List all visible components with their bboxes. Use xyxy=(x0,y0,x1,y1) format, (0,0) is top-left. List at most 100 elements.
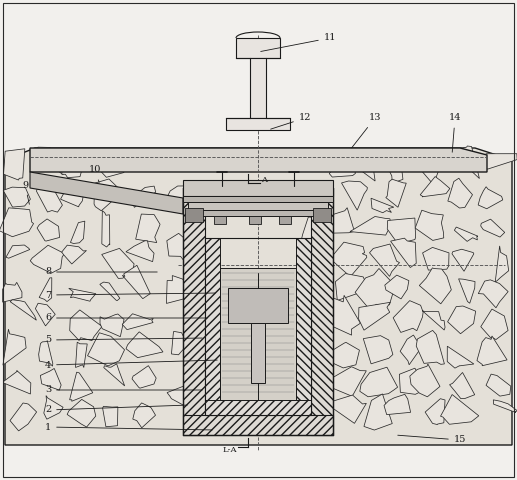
Text: 12: 12 xyxy=(270,113,311,129)
Polygon shape xyxy=(132,366,156,388)
Polygon shape xyxy=(3,187,31,207)
Polygon shape xyxy=(329,155,355,177)
Polygon shape xyxy=(387,218,416,243)
Polygon shape xyxy=(70,372,93,401)
Polygon shape xyxy=(453,146,479,179)
Text: A: A xyxy=(261,176,267,184)
Polygon shape xyxy=(135,214,160,242)
Polygon shape xyxy=(360,367,398,397)
Text: 5: 5 xyxy=(45,336,202,345)
Polygon shape xyxy=(425,399,445,425)
Text: 14: 14 xyxy=(449,113,461,152)
Bar xyxy=(220,268,296,400)
Polygon shape xyxy=(478,280,508,308)
Text: 13: 13 xyxy=(352,113,381,148)
Polygon shape xyxy=(342,181,368,210)
Polygon shape xyxy=(448,178,473,208)
Polygon shape xyxy=(308,373,327,402)
Text: 4: 4 xyxy=(45,360,217,370)
Bar xyxy=(185,208,203,222)
Polygon shape xyxy=(167,384,192,408)
Polygon shape xyxy=(493,400,517,412)
Polygon shape xyxy=(336,274,368,300)
Polygon shape xyxy=(3,329,26,365)
Polygon shape xyxy=(399,368,425,394)
Polygon shape xyxy=(62,152,85,178)
Polygon shape xyxy=(102,211,110,247)
Polygon shape xyxy=(296,182,314,208)
Polygon shape xyxy=(167,233,186,261)
Polygon shape xyxy=(481,154,517,169)
Polygon shape xyxy=(132,186,156,207)
Bar xyxy=(183,188,205,435)
Polygon shape xyxy=(39,341,53,366)
Polygon shape xyxy=(450,372,475,398)
Polygon shape xyxy=(4,371,31,394)
Bar xyxy=(205,238,220,415)
Polygon shape xyxy=(69,288,96,301)
Polygon shape xyxy=(37,219,59,241)
Bar xyxy=(249,216,261,224)
Bar xyxy=(183,196,333,202)
Polygon shape xyxy=(486,374,511,396)
Polygon shape xyxy=(331,342,359,368)
Polygon shape xyxy=(70,221,85,243)
Bar xyxy=(205,400,311,415)
Polygon shape xyxy=(329,395,367,423)
Polygon shape xyxy=(454,227,478,241)
Text: 15: 15 xyxy=(398,435,466,444)
Polygon shape xyxy=(452,249,474,271)
Bar xyxy=(183,180,333,196)
Polygon shape xyxy=(299,275,329,295)
Bar xyxy=(214,216,226,224)
Text: L-A: L-A xyxy=(223,446,237,454)
Polygon shape xyxy=(385,275,409,299)
Polygon shape xyxy=(30,245,65,273)
Polygon shape xyxy=(6,245,30,258)
Polygon shape xyxy=(298,338,332,370)
Polygon shape xyxy=(165,186,195,212)
Polygon shape xyxy=(135,152,162,171)
Polygon shape xyxy=(4,149,25,180)
Text: 8: 8 xyxy=(45,267,157,276)
Bar xyxy=(250,58,266,118)
Polygon shape xyxy=(10,403,37,431)
Polygon shape xyxy=(386,179,406,207)
Polygon shape xyxy=(297,410,331,435)
Polygon shape xyxy=(99,150,124,177)
Polygon shape xyxy=(301,217,331,243)
Bar xyxy=(226,118,290,130)
Polygon shape xyxy=(420,177,450,197)
Polygon shape xyxy=(481,309,508,339)
Text: 10: 10 xyxy=(89,166,101,182)
Polygon shape xyxy=(40,369,61,390)
Polygon shape xyxy=(371,198,394,213)
Polygon shape xyxy=(448,306,476,334)
Polygon shape xyxy=(38,147,65,175)
Polygon shape xyxy=(400,335,422,365)
Polygon shape xyxy=(60,188,83,207)
Polygon shape xyxy=(440,395,479,424)
Polygon shape xyxy=(447,346,474,368)
Polygon shape xyxy=(102,248,134,278)
Polygon shape xyxy=(10,300,36,320)
Polygon shape xyxy=(363,336,393,364)
Polygon shape xyxy=(133,403,156,428)
Polygon shape xyxy=(417,154,444,184)
Polygon shape xyxy=(391,238,416,267)
Polygon shape xyxy=(104,364,125,386)
Text: 11: 11 xyxy=(261,34,336,51)
Polygon shape xyxy=(355,268,395,310)
Polygon shape xyxy=(126,332,163,358)
Polygon shape xyxy=(126,241,154,262)
Polygon shape xyxy=(350,216,391,235)
Polygon shape xyxy=(327,295,360,335)
Bar xyxy=(228,288,288,323)
Polygon shape xyxy=(384,394,410,415)
Bar xyxy=(236,38,280,58)
Polygon shape xyxy=(122,314,154,330)
Bar xyxy=(183,415,333,435)
Polygon shape xyxy=(364,394,392,430)
Polygon shape xyxy=(419,268,451,304)
Bar xyxy=(188,202,328,210)
